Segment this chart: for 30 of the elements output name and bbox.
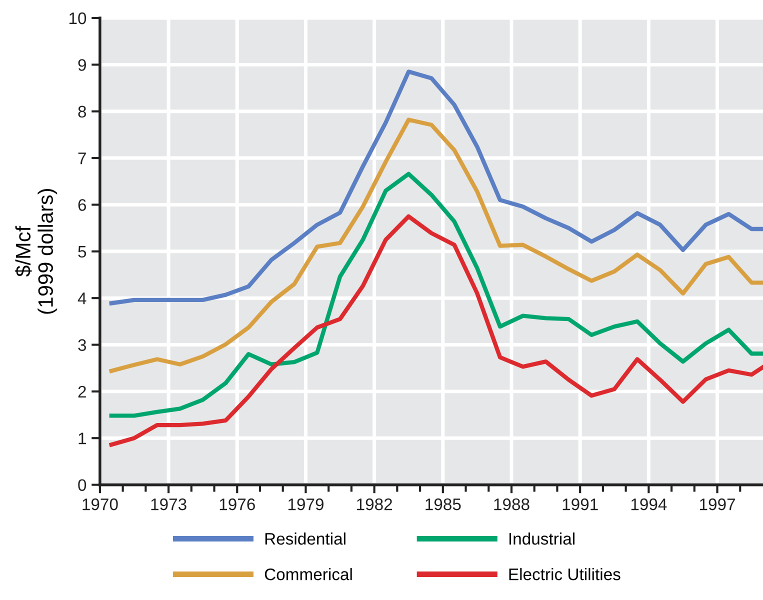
- legend-label: Residential: [265, 532, 346, 545]
- x-tick-label: 1994: [631, 498, 667, 510]
- x-tick-label: 1985: [426, 498, 461, 510]
- y-axis-title: $/Mcf (1999 dollars): [14, 189, 58, 314]
- y-tick-label: 9: [78, 59, 86, 71]
- x-tick-label: 1976: [220, 498, 255, 510]
- y-tick-label: 1: [78, 432, 86, 444]
- legend-label: Commerical: [264, 568, 352, 580]
- line-series: [109, 118, 763, 373]
- y-tick-label: 4: [78, 292, 86, 304]
- legend-label: Industrial: [509, 532, 574, 545]
- y-tick-label: 7: [78, 152, 86, 164]
- x-tick-label: 1970: [82, 498, 118, 510]
- line-series: [109, 172, 763, 418]
- x-tick-label: 1979: [288, 498, 324, 510]
- x-tick-label: 1988: [494, 498, 530, 510]
- y-tick-label: 5: [78, 246, 86, 258]
- y-tick-label: 6: [78, 199, 86, 211]
- y-tick-label: 10: [69, 12, 86, 24]
- x-tick-label: 1991: [562, 498, 598, 510]
- x-tick-label: 1982: [357, 498, 392, 510]
- line-series: [109, 214, 763, 447]
- y-tick-label: 0: [78, 479, 86, 492]
- x-tick-label: 1973: [151, 498, 186, 510]
- line-series: [109, 70, 763, 306]
- y-tick-label: 8: [78, 106, 86, 118]
- x-tick-label: 1997: [700, 498, 735, 510]
- y-tick-label: 2: [78, 386, 86, 398]
- legend-label: Electric Utilities: [509, 568, 620, 580]
- y-tick-label: 3: [78, 339, 86, 351]
